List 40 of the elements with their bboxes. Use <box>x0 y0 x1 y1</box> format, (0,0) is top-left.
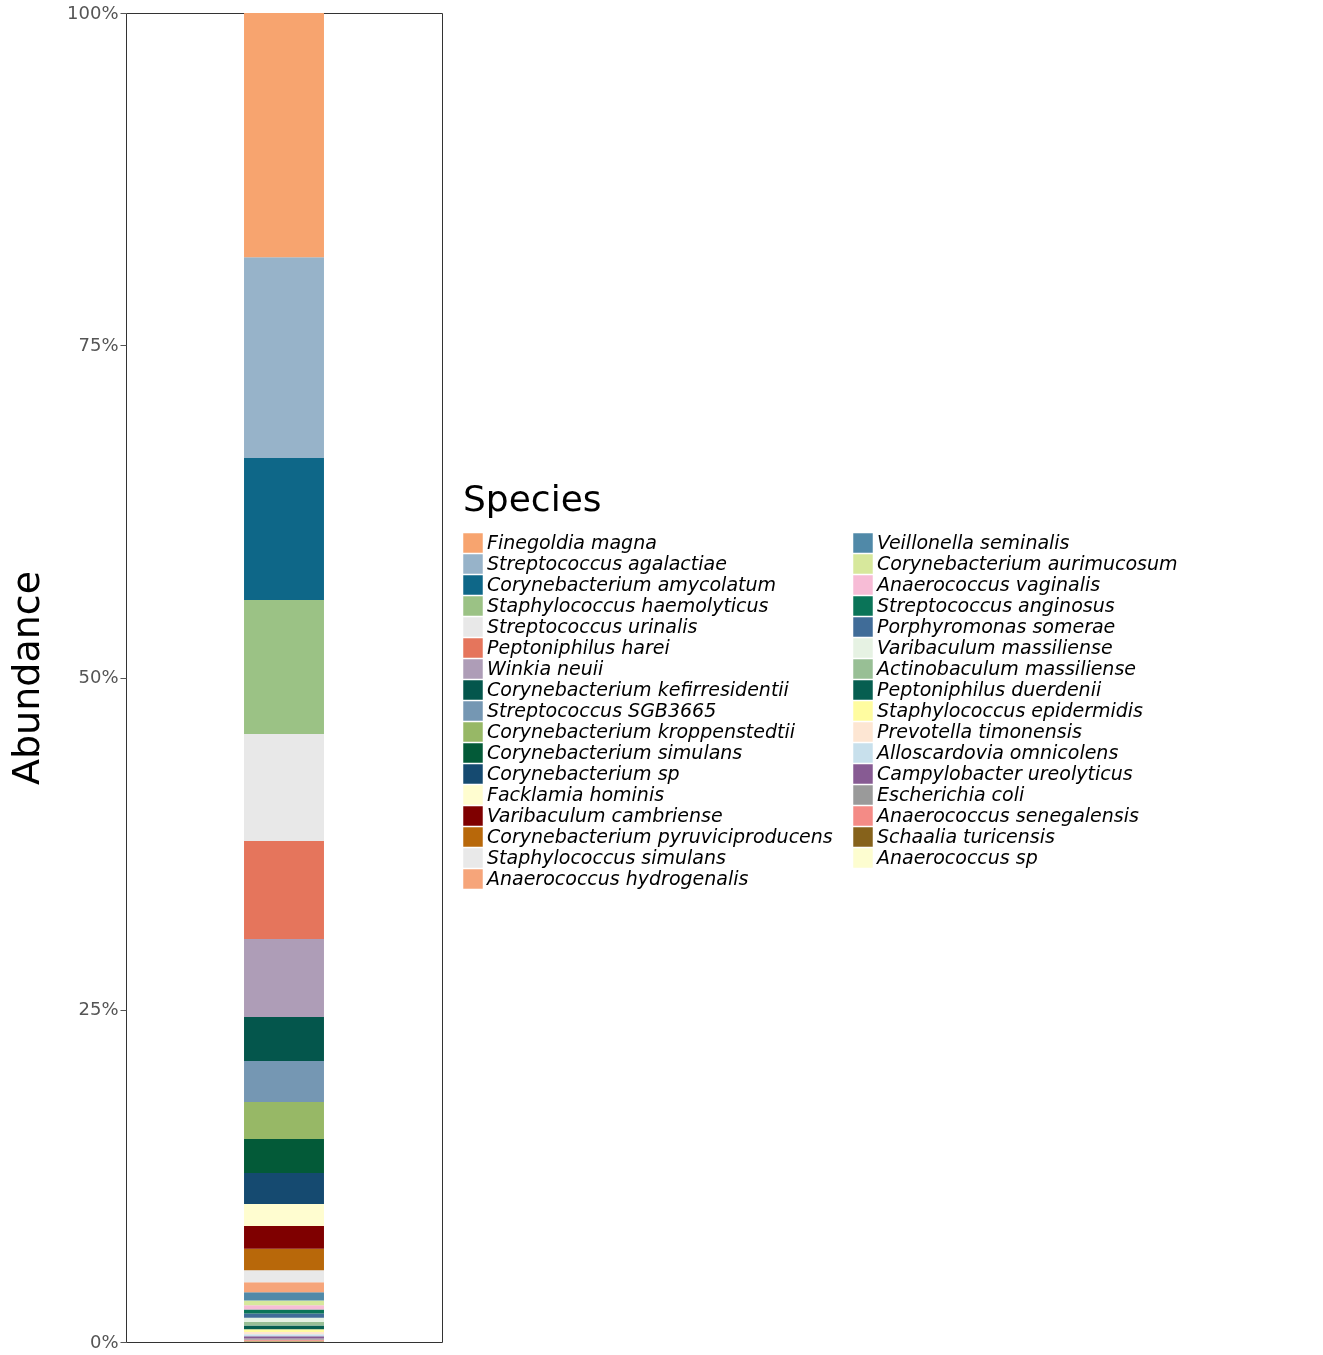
legend-label: Corynebacterium pyruviciproducens <box>487 825 833 847</box>
legend-label: Peptoniphilus duerdenii <box>877 678 1102 700</box>
y-axis-title: Abundance <box>4 570 49 786</box>
legend-label: Corynebacterium simulans <box>487 741 743 763</box>
legend-label: Staphylococcus simulans <box>487 846 727 868</box>
legend-label: Anaerococcus senegalensis <box>875 804 1139 826</box>
legend-label: Varibaculum massiliense <box>877 636 1113 658</box>
legend-label: Anaerococcus sp <box>875 846 1038 868</box>
legend-label: Streptococcus urinalis <box>487 615 698 637</box>
legend-label: Staphylococcus epidermidis <box>877 699 1144 721</box>
y-tick-label: 75% <box>78 333 119 355</box>
legend-label: Facklamia hominis <box>487 783 665 805</box>
legend-label: Varibaculum cambriense <box>487 804 723 826</box>
legend-label: Winkia neuii <box>487 657 605 679</box>
y-tick-label: 0% <box>89 1330 119 1352</box>
legend-label: Streptococcus anginosus <box>877 594 1115 616</box>
legend-label: Finegoldia magna <box>487 531 657 553</box>
legend-label: Streptococcus agalactiae <box>487 552 727 574</box>
legend-label: Corynebacterium sp <box>487 762 680 784</box>
legend-label: Actinobaculum massiliense <box>875 657 1137 679</box>
legend-label: Anaerococcus hydrogenalis <box>485 867 749 889</box>
legend-label: Anaerococcus vaginalis <box>875 573 1101 595</box>
legend-label: Corynebacterium kroppenstedtii <box>487 720 796 742</box>
y-tick-label: 100% <box>67 1 119 23</box>
legend-label: Corynebacterium kefirresidentii <box>487 678 790 700</box>
y-tick-label: 25% <box>78 998 119 1020</box>
legend-label: Alloscardovia omnicolens <box>875 741 1119 763</box>
legend-label: Campylobacter ureolyticus <box>877 762 1133 784</box>
legend-title: Species <box>463 478 602 519</box>
legend-label: Prevotella timonensis <box>877 720 1083 742</box>
legend-label: Schaalia turicensis <box>877 825 1056 847</box>
legend-label: Veillonella seminalis <box>877 531 1070 553</box>
legend-label: Corynebacterium amycolatum <box>487 573 777 595</box>
legend-label: Peptoniphilus harei <box>487 636 671 658</box>
legend-label: Streptococcus SGB3665 <box>487 699 717 721</box>
legend-label: Escherichia coli <box>877 783 1025 805</box>
legend-label: Corynebacterium aurimucosum <box>877 552 1178 574</box>
legend-label: Porphyromonas somerae <box>877 615 1116 637</box>
legend-label: Staphylococcus haemolyticus <box>487 594 769 616</box>
y-tick-label: 50% <box>78 666 119 687</box>
